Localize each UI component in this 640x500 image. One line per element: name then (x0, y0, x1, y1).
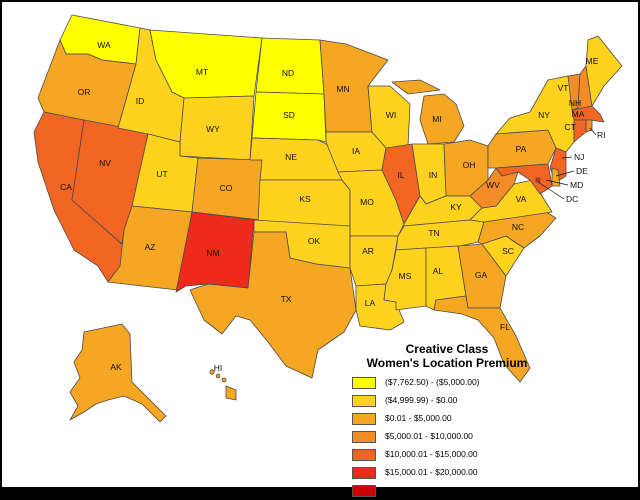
label-KY: KY (450, 202, 462, 212)
label-WA: WA (97, 40, 111, 50)
label-UT: UT (156, 169, 167, 179)
legend-item: $15,000.01 - $20,000.00 (347, 464, 547, 482)
legend-swatch (352, 449, 376, 461)
label-ID: ID (136, 96, 145, 106)
state-MD (495, 163, 553, 195)
state-RI (585, 119, 593, 133)
label-TN: TN (428, 228, 439, 238)
label-NJ: NJ (574, 152, 584, 162)
state-DC (535, 177, 541, 183)
legend-item: $20,000.01 - $25,000.00 (347, 482, 547, 500)
label-WY: WY (206, 124, 220, 134)
legend-rows: ($7,762.50) - ($5,000.00) ($4,999.99) - $… (347, 374, 547, 500)
leader-NJ (561, 156, 573, 159)
label-GA: GA (475, 270, 488, 280)
label-IA: IA (352, 146, 360, 156)
legend-swatch (352, 485, 376, 497)
legend-item: ($7,762.50) - ($5,000.00) (347, 374, 547, 392)
label-NY: NY (538, 110, 550, 120)
label-MA: MA (572, 109, 585, 119)
label-NV: NV (99, 158, 111, 168)
legend-title-line2: Women's Location Premium (366, 356, 528, 370)
label-VT: VT (558, 83, 569, 93)
us-map: WA OR CA NV ID MT WY UT CO AZ NM ND SD N… (33, 14, 623, 423)
legend-label: $10,000.01 - $15,000.00 (385, 449, 478, 459)
label-OK: OK (308, 236, 321, 246)
label-DC: DC (566, 194, 578, 204)
legend-label: $15,000.01 - $20,000.00 (385, 467, 478, 477)
label-WI: WI (386, 110, 396, 120)
legend-label: $5,000.01 - $10,000.00 (385, 431, 473, 441)
label-SC: SC (502, 246, 514, 256)
legend-swatch (352, 413, 376, 425)
label-MO: MO (360, 197, 374, 207)
label-NE: NE (285, 152, 297, 162)
state-labels: WA OR CA NV ID MT WY UT CO AZ NM ND SD N… (60, 40, 605, 373)
state-CT (573, 119, 587, 143)
leader-RI (589, 127, 597, 136)
legend-item: $10,000.01 - $15,000.00 (347, 446, 547, 464)
label-DE: DE (576, 166, 588, 176)
legend-title-line1: Creative Class (405, 342, 489, 356)
label-TX: TX (281, 294, 292, 304)
label-IL: IL (397, 170, 404, 180)
legend-swatch (352, 467, 376, 479)
state-FL (433, 295, 531, 383)
label-MT: MT (196, 67, 208, 77)
label-VA: VA (516, 194, 527, 204)
label-KS: KS (299, 194, 311, 204)
leader-DC (537, 181, 565, 200)
label-MS: MS (399, 271, 412, 281)
label-ME: ME (586, 56, 599, 66)
label-CT: CT (564, 122, 575, 132)
legend-label: ($7,762.50) - ($5,000.00) (385, 377, 480, 387)
label-AZ: AZ (145, 242, 156, 252)
label-ND: ND (282, 68, 294, 78)
label-RI: RI (597, 130, 606, 140)
label-AL: AL (433, 266, 444, 276)
label-AK: AK (110, 362, 122, 372)
label-OH: OH (463, 160, 476, 170)
label-OR: OR (78, 87, 91, 97)
state-MI (391, 79, 465, 145)
label-PA: PA (516, 144, 527, 154)
label-NC: NC (512, 222, 524, 232)
label-MI: MI (432, 114, 441, 124)
legend-item: $0.01 - $5,000.00 (347, 410, 547, 428)
state-SD (251, 91, 327, 143)
label-AR: AR (362, 246, 374, 256)
label-CO: CO (220, 183, 233, 193)
label-FL: FL (500, 322, 510, 332)
state-WY (179, 95, 255, 161)
label-NM: NM (206, 248, 219, 258)
state-TX (189, 231, 357, 379)
legend-label: ($4,999.99) - $0.00 (385, 395, 458, 405)
legend-swatch (352, 377, 376, 389)
legend-item: $5,000.01 - $10,000.00 (347, 428, 547, 446)
label-LA: LA (365, 298, 376, 308)
leader-MD (545, 179, 569, 186)
state-AK (69, 323, 167, 423)
state-ND (255, 37, 325, 95)
state-ME (585, 35, 623, 107)
label-NH: NH (569, 98, 581, 108)
legend-swatch (352, 431, 376, 443)
legend-label: $20,000.01 - $25,000.00 (385, 485, 478, 495)
label-WV: WV (486, 180, 500, 190)
legend-swatch (352, 395, 376, 407)
legend: Creative Class Women's Location Premium … (347, 342, 547, 500)
label-IN: IN (429, 170, 438, 180)
label-MD: MD (570, 180, 583, 190)
label-SD: SD (283, 110, 295, 120)
legend-item: ($4,999.99) - $0.00 (347, 392, 547, 410)
label-MN: MN (336, 84, 349, 94)
leader-DE (555, 170, 575, 177)
label-HI: HI (214, 363, 223, 373)
label-leader-lines (537, 127, 597, 200)
label-CA: CA (60, 182, 72, 192)
legend-label: $0.01 - $5,000.00 (385, 413, 452, 423)
state-HI (209, 369, 237, 401)
